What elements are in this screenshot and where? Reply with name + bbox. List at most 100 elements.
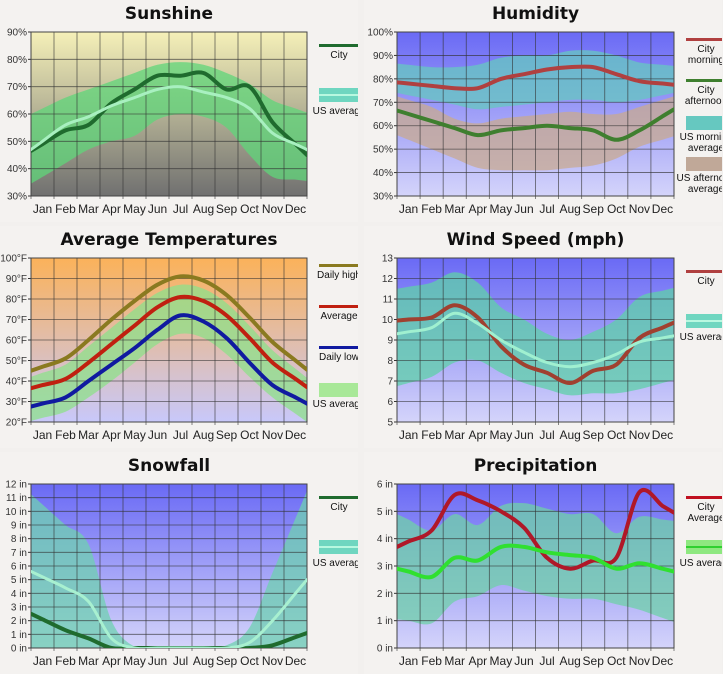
y-tick-label: 40% bbox=[7, 164, 27, 175]
x-tick-label: May bbox=[490, 428, 513, 442]
x-tick-label: Jun bbox=[514, 654, 533, 668]
x-tick-label: Dec bbox=[652, 202, 673, 216]
plot-frame bbox=[396, 483, 675, 649]
x-tick-label: Oct bbox=[607, 202, 626, 216]
y-tick-label: 70% bbox=[7, 82, 27, 93]
plot-frame bbox=[30, 31, 308, 197]
x-tick-label: Jun bbox=[148, 428, 167, 442]
legend-swatch-line bbox=[686, 270, 722, 273]
y-tick-label: 100°F bbox=[0, 254, 27, 265]
y-tick-label: 40% bbox=[373, 168, 393, 179]
y-tick-label: 6 in bbox=[11, 562, 27, 573]
sunshine-chart-svg: Sunshine 30% 40% 50% 60% 70% 80% 90% Jan Feb Mar Ap… bbox=[7, 4, 358, 216]
x-tick-label: Jul bbox=[539, 202, 554, 216]
x-tick-label: Sep bbox=[583, 428, 605, 442]
series-line-city bbox=[31, 70, 307, 157]
plot-frame bbox=[30, 257, 308, 423]
x-tick-label: Jan bbox=[33, 654, 52, 668]
x-tick-label: Nov bbox=[629, 428, 650, 442]
legend-label: US average bbox=[313, 399, 358, 410]
legend-label: City bbox=[697, 276, 714, 287]
y-tick-label: 50°F bbox=[6, 356, 27, 367]
legend-label-2: Average bbox=[687, 513, 722, 524]
y-tick-label: 80% bbox=[373, 74, 393, 85]
y-tick-label: 8 in bbox=[11, 534, 27, 545]
x-tick-label: Apr bbox=[468, 654, 487, 668]
x-tick-label: Jun bbox=[148, 202, 167, 216]
x-tick-label: Jul bbox=[539, 428, 554, 442]
chart-wind: Wind Speed (mph) 5 6 7 8 9 10 11 12 13 Jan Feb Mar Ap… bbox=[364, 226, 722, 448]
series-line-us-average bbox=[397, 543, 674, 580]
y-tick-label: 12 bbox=[382, 274, 394, 285]
x-tick-label: Jun bbox=[514, 202, 533, 216]
precipitation-chart-svg: Precipitation 0 in 1 in 2 in 3 in 4 in 5 in 6 i… bbox=[377, 456, 722, 668]
legend-label-2: afternoon bbox=[685, 96, 722, 107]
series-line-city-average bbox=[397, 488, 674, 571]
x-tick-label: Nov bbox=[262, 202, 283, 216]
series-line-daily-low bbox=[31, 313, 307, 409]
y-tick-label: 6 bbox=[387, 397, 393, 408]
y-tick-label: 4 in bbox=[377, 534, 393, 545]
x-tick-label: Oct bbox=[240, 202, 259, 216]
y-tick-label: 4 in bbox=[11, 589, 27, 600]
x-tick-label: Jan bbox=[33, 428, 52, 442]
x-tick-label: Feb bbox=[55, 654, 76, 668]
wind-chart-svg: Wind Speed (mph) 5 6 7 8 9 10 11 12 13 Jan Feb Mar Ap… bbox=[382, 230, 722, 442]
x-tick-label: Feb bbox=[421, 202, 442, 216]
snowfall-chart-svg: Snowfall 0 in 1 in 2 in 3 in 4 in 5 in 6 in 7 in… bbox=[5, 456, 358, 668]
series-line-us-average bbox=[31, 570, 307, 648]
legend-label: City bbox=[330, 502, 347, 513]
legend-swatch-line bbox=[686, 320, 722, 322]
legend-label: US average bbox=[680, 332, 722, 343]
legend-label-2: morning bbox=[688, 55, 722, 66]
y-tick-label: 40°F bbox=[6, 377, 27, 388]
y-tick-label: 60% bbox=[373, 121, 393, 132]
x-tick-label: Apr bbox=[468, 202, 487, 216]
x-tick-label: Oct bbox=[607, 654, 626, 668]
x-tick-label: Jan bbox=[399, 654, 418, 668]
legend-swatch-line bbox=[319, 496, 358, 499]
chart-temperature: Average Temperatures 20°F 30°F 40°F 50°F 60°F… bbox=[0, 226, 358, 448]
y-tick-label: 3 in bbox=[11, 603, 27, 614]
legend-label: US afternoon bbox=[677, 173, 722, 184]
x-tick-label: Jul bbox=[539, 654, 554, 668]
series-line-city-afternoon bbox=[397, 107, 674, 142]
y-tick-label: 30°F bbox=[6, 397, 27, 408]
series-line-city bbox=[397, 303, 674, 385]
y-tick-label: 7 bbox=[387, 377, 393, 388]
series-line-us-average bbox=[31, 85, 307, 151]
legend-swatch-box bbox=[686, 116, 722, 130]
legend-swatch-line bbox=[686, 546, 722, 548]
legend-label-2: average bbox=[688, 143, 722, 154]
y-tick-label: 60°F bbox=[6, 336, 27, 347]
legend-label: US average bbox=[313, 106, 358, 117]
legend-swatch-line bbox=[319, 44, 358, 47]
x-tick-label: Jan bbox=[399, 428, 418, 442]
y-tick-label: 100% bbox=[367, 28, 393, 39]
x-tick-label: May bbox=[123, 654, 146, 668]
chart-precipitation: Precipitation 0 in 1 in 2 in 3 in 4 in 5 in 6 i… bbox=[364, 452, 722, 674]
legend-swatch-box bbox=[686, 157, 722, 171]
x-tick-label: Dec bbox=[285, 202, 306, 216]
x-tick-label: Mar bbox=[444, 428, 465, 442]
series-line-daily-high bbox=[31, 274, 307, 373]
x-tick-label: Aug bbox=[193, 202, 214, 216]
y-tick-label: 11 in bbox=[6, 493, 27, 504]
y-tick-label: 6 in bbox=[377, 480, 393, 491]
temperature-chart-svg: Average Temperatures 20°F 30°F 40°F 50°F 60°F… bbox=[0, 230, 358, 442]
chart-humidity: Humidity 30% 40% 50% 60% 70% 80% 90% 100% Jan Feb M… bbox=[364, 0, 722, 222]
x-tick-label: Oct bbox=[240, 428, 259, 442]
y-tick-label: 50% bbox=[373, 145, 393, 156]
x-tick-label: Apr bbox=[468, 428, 487, 442]
x-tick-label: Jul bbox=[173, 428, 188, 442]
legend-label: US average bbox=[680, 558, 722, 569]
y-tick-label: 60% bbox=[7, 110, 27, 121]
x-tick-label: Dec bbox=[652, 654, 673, 668]
series-line-us-average bbox=[397, 311, 674, 369]
chart-title: Precipitation bbox=[474, 456, 598, 476]
x-tick-label: Mar bbox=[78, 428, 99, 442]
chart-snowfall: Snowfall 0 in 1 in 2 in 3 in 4 in 5 in 6 in 7 in… bbox=[0, 452, 358, 674]
legend-label: City bbox=[697, 85, 714, 96]
legend-swatch-line bbox=[686, 79, 722, 82]
